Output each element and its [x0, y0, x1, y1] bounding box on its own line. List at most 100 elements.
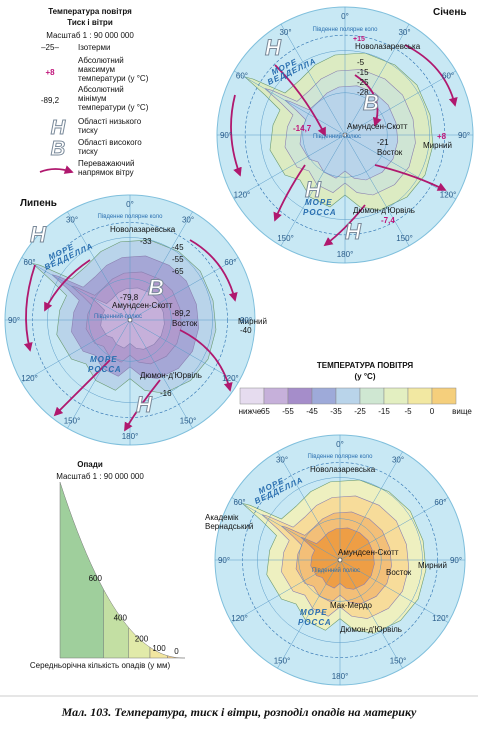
polar-circle-label: Південне полярне коло: [308, 454, 374, 460]
extreme: -21: [377, 138, 389, 147]
map-title: Липень: [20, 198, 57, 209]
station: Амундсен-Скотт: [338, 548, 399, 557]
scale-tick: -45: [306, 407, 318, 416]
station: Дюмон-д'Юрвіль: [340, 625, 402, 634]
meridian-label: 30°: [276, 456, 288, 465]
legend-symbol: +8: [45, 68, 55, 77]
pole-label: Південний полюс: [312, 567, 360, 574]
sea-label: РОССА: [298, 618, 332, 627]
meridian: [277, 451, 341, 561]
meridian: [339, 497, 449, 561]
legend-label: максимум: [78, 65, 115, 74]
legend-label: тиску: [78, 147, 98, 156]
meridian-label: 30°: [279, 28, 291, 37]
scale-swatch: [407, 387, 433, 405]
station: Восток: [377, 148, 403, 157]
january-map: Січень Південне полярне коло Південний п…: [216, 6, 474, 264]
meridian-label: 180°: [337, 250, 354, 259]
meridian: [339, 559, 403, 669]
legend-label: напрямок вітру: [78, 168, 134, 177]
scale-tick: -15: [378, 407, 390, 416]
meridian-label: 90°: [220, 131, 232, 140]
meridian: [21, 319, 131, 383]
station: Восток: [386, 568, 412, 577]
meridian-label: 30°: [398, 28, 410, 37]
isotherm-label: -45: [172, 243, 184, 252]
meridian: [129, 211, 193, 321]
extreme: -89,2: [172, 309, 191, 318]
pressure-low: Н: [136, 392, 153, 417]
meridian-label: 30°: [66, 216, 78, 225]
wind-arrow: [230, 94, 242, 177]
station: Восток: [172, 319, 198, 328]
station: Вернадський: [205, 522, 253, 531]
map-title: Січень: [433, 7, 467, 18]
sea-label: МОРЕ: [305, 198, 333, 207]
scale-swatch: [311, 387, 337, 405]
meridian-label: 150°: [64, 416, 81, 425]
scale-swatch: [383, 387, 409, 405]
station: Академік: [205, 513, 239, 522]
precip-tick: 0: [174, 647, 179, 656]
station: Мирний: [423, 141, 452, 150]
scale-swatch: [263, 387, 289, 405]
meridian: [129, 319, 239, 383]
legend: Температура повітря Тиск і вітри Масштаб…: [39, 7, 149, 177]
station: Мак-Мердо: [330, 601, 373, 610]
legend-scale: Масштаб 1 : 90 000 000: [46, 31, 134, 40]
scale-swatch: [335, 387, 361, 405]
legend-label: Абсолютний: [78, 56, 124, 65]
precipitation-map: Південне полярне коло Південний полюс Но…: [205, 434, 466, 686]
meridian: [344, 70, 456, 136]
station: Дюмон-д'Юрвіль: [140, 371, 202, 380]
wind-arrow: [23, 264, 36, 352]
meridian: [339, 451, 403, 561]
pressure-high: В: [363, 90, 379, 115]
precip-tick: 200: [135, 635, 149, 644]
meridian-label: 60°: [233, 498, 245, 507]
wind-arrow: [354, 74, 382, 127]
wind-arrow: [44, 259, 91, 312]
legend-symbol: В: [51, 138, 65, 160]
legend-label: Переважаючий: [78, 159, 134, 168]
scale-swatch: [239, 387, 265, 405]
meridian: [234, 70, 346, 136]
wind-arrow: [323, 204, 366, 247]
scale-tick: -25: [354, 407, 366, 416]
meridian-label: 180°: [122, 432, 139, 441]
wind-arrow: [404, 44, 458, 107]
extreme: -40: [240, 326, 252, 335]
station: Амундсен-Скотт: [112, 301, 173, 310]
wind-arrow: [273, 164, 306, 222]
station: Новолазаревська: [310, 465, 376, 474]
meridian-label: 90°: [450, 556, 462, 565]
meridian-label: 60°: [224, 258, 236, 267]
legend-symbol: –25–: [41, 43, 59, 52]
scale-tick: -5: [404, 407, 412, 416]
station: Дюмон-д'Юрвіль: [353, 206, 415, 215]
meridian-label: 30°: [182, 216, 194, 225]
legend-label: тиску: [78, 126, 98, 135]
sea-label: МОРЕ: [300, 608, 328, 617]
isotherm-label: -33: [140, 237, 152, 246]
meridian: [280, 24, 346, 136]
meridian-label: 90°: [8, 316, 20, 325]
sea-label: МОРЕ: [90, 355, 118, 364]
meridian-label: 180°: [332, 672, 349, 681]
meridian: [277, 559, 341, 669]
legend-title: Температура повітря: [48, 7, 132, 16]
temperature-scale: ТЕМПЕРАТУРА ПОВІТРЯ (у °С) нижче вище -6…: [239, 361, 473, 416]
pressure-low: Н: [265, 35, 282, 60]
wind-arrow: [189, 239, 238, 302]
precip-band: [149, 646, 168, 659]
meridian-label: 90°: [240, 316, 252, 325]
legend-label: Області низького: [78, 117, 142, 126]
scale-swatch: [359, 387, 385, 405]
legend-symbol: Н: [51, 117, 66, 139]
precip-band: [167, 655, 186, 659]
isotherm-label: -65: [172, 267, 184, 276]
pole-label: Південний полюс: [94, 313, 142, 320]
meridian: [231, 559, 341, 623]
precip-band: [128, 626, 151, 659]
scale-below: нижче: [239, 407, 262, 416]
